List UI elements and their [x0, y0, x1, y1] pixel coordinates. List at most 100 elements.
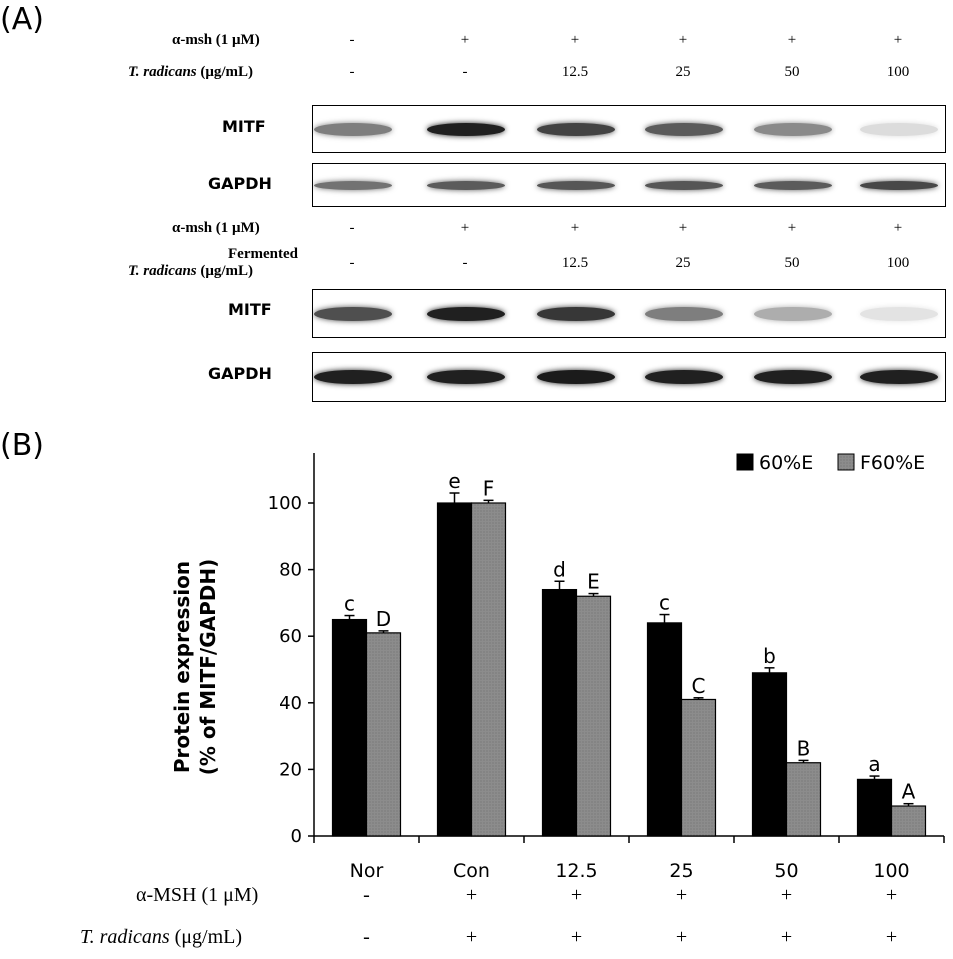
condition-msh-value-2: + — [570, 884, 583, 906]
significance-letter-60%E-3: c — [659, 591, 670, 615]
blot2-treatment-value-1: + — [460, 220, 470, 236]
blot2-mitf-band-3 — [645, 306, 723, 321]
y-tick-label-0: 0 — [291, 826, 302, 847]
legend-swatch-1 — [837, 453, 855, 471]
blot2-extract-unit: (μg/mL) — [196, 263, 254, 279]
condition-extract-unit: (μg/mL) — [169, 926, 243, 948]
blot2-dose-value-5: 100 — [886, 255, 910, 271]
blot1-treatment-label: α-msh (1 μM) — [172, 32, 260, 48]
blot1-treatment-value-1: + — [460, 32, 470, 48]
bar-chart: Protein expression (% of MITF/GAPDH) 0 20… — [170, 452, 945, 880]
y-axis-label-line1: Protein expression — [170, 561, 194, 773]
y-tick-label-2: 40 — [279, 693, 302, 714]
blot2-extract-name: T. radicans — [128, 263, 197, 279]
blot1-gapdh-band-3 — [645, 180, 723, 190]
blot1-treatment-value-2: + — [570, 32, 580, 48]
blot1-dose-value-3: 25 — [675, 64, 691, 80]
blot2-mitf-band-1 — [427, 306, 505, 321]
condition-extract-value-1: + — [465, 926, 478, 948]
blot1-dose-value-5: 100 — [886, 64, 910, 80]
blot1-dose-value-0: - — [349, 64, 355, 80]
blot1-mitf-band-5 — [860, 122, 938, 136]
blot2-gapdh-band-0 — [314, 370, 392, 384]
bar-60%E-Nor — [331, 618, 368, 837]
legend-label-1: F60%E — [860, 452, 925, 474]
legend-swatch-0 — [736, 453, 754, 471]
blot2-mitf-band-5 — [860, 306, 938, 321]
blot1-mitf-band-3 — [645, 122, 723, 136]
blot1-mitf-band-1 — [427, 122, 505, 136]
blot1-mitf-band-2 — [537, 122, 615, 136]
significance-letter-F60%E-0: D — [376, 607, 391, 631]
condition-extract-value-4: + — [780, 926, 793, 948]
blot2-gapdh-band-5 — [860, 370, 938, 384]
significance-letter-60%E-2: d — [553, 557, 566, 581]
significance-letter-60%E-4: b — [763, 644, 776, 668]
blot1-mitf-band-4 — [754, 122, 832, 136]
blot2-treatment-value-0: - — [349, 220, 355, 236]
blot2-treatment-value-3: + — [678, 220, 688, 236]
significance-letter-F60%E-3: C — [692, 674, 706, 698]
bar-60%E-100 — [856, 778, 893, 837]
blot1-gapdh-band-2 — [537, 180, 615, 190]
significance-letter-F60%E-5: A — [902, 780, 916, 804]
bar-F60%E-Con — [470, 502, 507, 837]
blot2-gapdh-band-3 — [645, 370, 723, 384]
bars: c e d c b a D F E C B A — [331, 469, 927, 837]
significance-letter-60%E-5: a — [868, 752, 880, 776]
x-tick-label-5: 100 — [873, 860, 909, 880]
blot1-gapdh-band-4 — [754, 180, 832, 190]
condition-msh-value-4: + — [780, 884, 793, 906]
blot1-treatment-value-4: + — [787, 32, 797, 48]
bar-F60%E-100 — [890, 805, 927, 837]
blot1-treatment-value-5: + — [893, 32, 903, 48]
bar-60%E-50 — [751, 672, 788, 837]
y-axis-label-line2: (% of MITF/GAPDH) — [196, 559, 220, 776]
condition-extract-value-0: - — [363, 926, 370, 948]
blot2-mitf-blot — [312, 289, 946, 338]
blot1-gapdh-blot — [312, 163, 946, 207]
significance-letter-60%E-0: c — [344, 592, 355, 616]
y-tick-label-4: 80 — [279, 560, 302, 581]
blot1-treatment-value-0: - — [349, 32, 355, 48]
blot1-dose-value-2: 12.5 — [561, 64, 589, 80]
blot1-gapdh-band-0 — [314, 180, 392, 190]
blot1-extract-name: T. radicans — [128, 64, 197, 80]
blot2-fermented-label: Fermented — [228, 246, 298, 262]
y-tick-label-5: 100 — [268, 493, 302, 514]
blot1-dose-value-1: - — [462, 64, 468, 80]
blot2-dose-value-3: 25 — [675, 255, 691, 271]
condition-msh-value-0: - — [363, 884, 370, 906]
x-tick-label-3: 25 — [669, 860, 693, 880]
blot2-gapdh-band-4 — [754, 370, 832, 384]
blot2-gapdh-blot — [312, 352, 946, 402]
blot2-gapdh-band-1 — [427, 370, 505, 384]
blot2-extract-label: T. radicans (μg/mL) — [128, 263, 253, 280]
blot1-gapdh-band-5 — [860, 180, 938, 190]
y-tick-label-3: 60 — [279, 626, 302, 647]
x-tick-label-4: 50 — [774, 860, 798, 880]
blot1-mitf-blot — [312, 105, 946, 153]
panel-b-label: (B) — [0, 428, 44, 463]
bar-60%E-Con — [436, 502, 473, 837]
condition-msh-label: α-MSH (1 μM) — [136, 884, 259, 906]
bar-60%E-12.5 — [541, 588, 578, 837]
legend-label-0: 60%E — [759, 452, 813, 474]
legend: 60%E F60%E — [736, 452, 925, 474]
significance-letter-60%E-1: e — [448, 469, 460, 493]
condition-extract-value-3: + — [675, 926, 688, 948]
x-tick-label-0: Nor — [350, 860, 384, 880]
y-tick-label-1: 20 — [279, 759, 302, 780]
bar-60%E-25 — [646, 622, 683, 837]
blot1-extract-unit: (μg/mL) — [196, 64, 254, 80]
significance-letter-F60%E-2: E — [587, 570, 600, 594]
blot1-gapdh-label: GAPDH — [208, 174, 272, 193]
blot1-gapdh-band-1 — [427, 180, 505, 190]
blot2-mitf-band-0 — [314, 306, 392, 321]
condition-msh-value-3: + — [675, 884, 688, 906]
blot1-dose-value-4: 50 — [784, 64, 800, 80]
blot2-treatment-value-5: + — [893, 220, 903, 236]
blot2-dose-value-0: - — [349, 255, 355, 271]
blot1-extract-label: T. radicans (μg/mL) — [128, 64, 253, 81]
condition-extract-value-2: + — [570, 926, 583, 948]
